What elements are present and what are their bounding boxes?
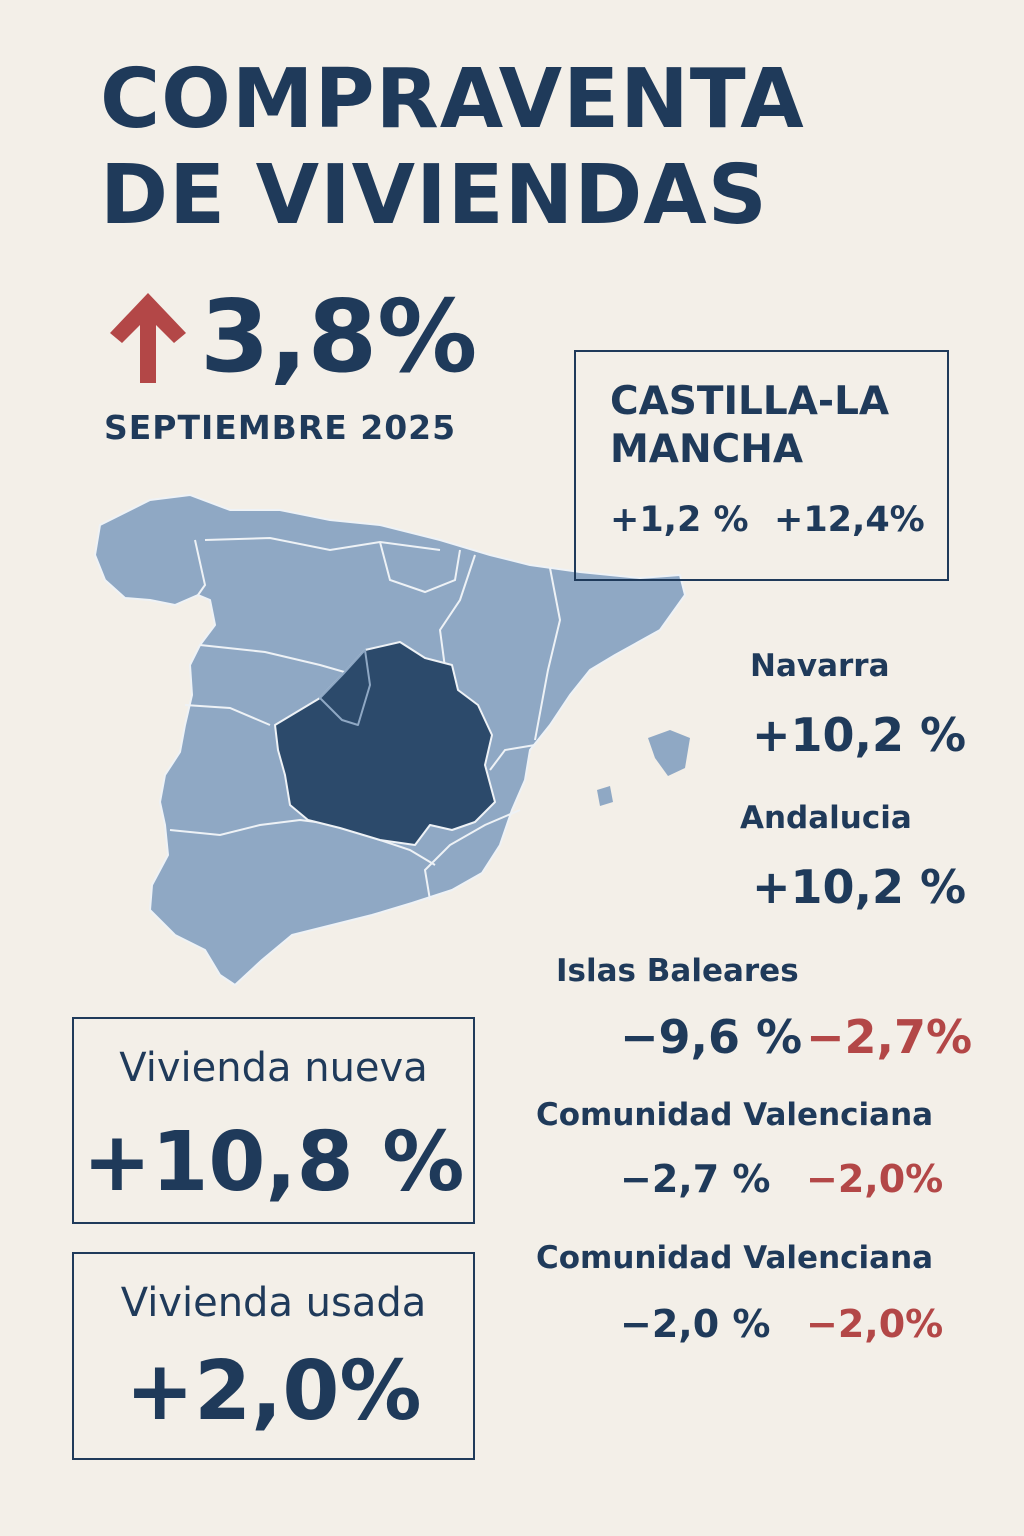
new-home-label: Vivienda nueva [119, 1045, 428, 1091]
title-line-1: COMPRAVENTA [100, 52, 805, 147]
headline-value: 3,8% [200, 278, 478, 395]
region-value2-valenciana-1: −2,0% [806, 1157, 944, 1201]
page-title: COMPRAVENTA DE VIVIENDAS [100, 52, 805, 244]
spain-map [94, 494, 690, 986]
region-name-valenciana-1: Comunidad Valenciana [536, 1097, 934, 1133]
region-value-andalucia: +10,2 % [752, 860, 967, 914]
region-value-navarra: +10,2 % [752, 708, 967, 762]
headline-date: SEPTIEMBRE 2025 [104, 408, 457, 447]
madrid-region [319, 649, 371, 726]
region-value-baleares: −9,6 % [620, 1010, 803, 1064]
new-home-box: Vivienda nueva +10,8 % [72, 1017, 475, 1224]
title-line-2: DE VIVIENDAS [100, 148, 768, 243]
balearic-islands [597, 730, 690, 806]
used-home-value: +2,0% [125, 1344, 422, 1439]
region-name-navarra: Navarra [750, 648, 890, 684]
region-value-valenciana-2: −2,0 % [620, 1302, 771, 1346]
used-home-label: Vivienda usada [120, 1280, 427, 1326]
headline: 3,8% [106, 282, 477, 392]
region-value2-valenciana-2: −2,0% [806, 1302, 944, 1346]
region-value-valenciana-1: −2,7 % [620, 1157, 771, 1201]
region-name-valenciana-2: Comunidad Valenciana [536, 1240, 934, 1276]
featured-region-value-2: +12,4% [774, 500, 925, 540]
region-value2-baleares: −2,7% [806, 1010, 973, 1064]
used-home-box: Vivienda usada +2,0% [72, 1252, 475, 1460]
new-home-value: +10,8 % [82, 1115, 465, 1210]
featured-region-name: CASTILLA-LA MANCHA [610, 379, 890, 472]
region-name-baleares: Islas Baleares [556, 953, 799, 989]
featured-region-value-1: +1,2 % [610, 500, 749, 540]
arrow-up-icon [110, 293, 186, 383]
featured-region-box: CASTILLA-LA MANCHA +1,2 % +12,4% [574, 350, 949, 581]
region-name-andalucia: Andalucia [740, 800, 912, 836]
